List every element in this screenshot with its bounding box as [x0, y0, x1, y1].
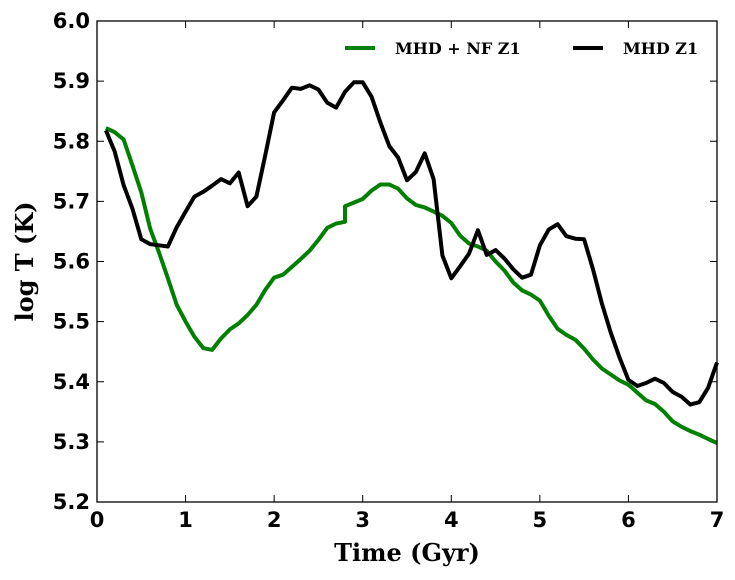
x-tick-label: 5	[533, 508, 548, 532]
x-tick-label: 4	[444, 508, 459, 532]
series-line-0	[105, 126, 718, 445]
legend: MHD + NF Z1 MHD Z1	[345, 39, 698, 58]
y-tick-label: 5.2	[53, 490, 90, 514]
y-tick-label: 5.6	[53, 250, 90, 274]
series-lines	[104, 80, 719, 445]
y-tick-label: 5.3	[53, 430, 90, 454]
series-line-1	[104, 80, 719, 407]
y-axis-label: log T (K)	[10, 201, 39, 321]
y-tick-label: 5.4	[53, 370, 90, 394]
plot-frame	[96, 20, 718, 503]
y-tick-label: 5.9	[53, 69, 90, 93]
x-tick-label: 1	[178, 508, 193, 532]
y-tick-label: 5.8	[53, 129, 90, 153]
y-tick-label: 6.0	[53, 9, 90, 33]
tick-marks	[96, 20, 718, 503]
y-tick-label: 5.5	[53, 310, 90, 334]
y-tick-label: 5.7	[53, 189, 90, 213]
x-tick-label: 3	[355, 508, 370, 532]
x-tick-label: 7	[710, 508, 725, 532]
legend-label-0: MHD + NF Z1	[395, 39, 521, 58]
legend-label-1: MHD Z1	[623, 39, 698, 58]
x-tick-label: 0	[90, 508, 105, 532]
x-axis-label: Time (Gyr)	[334, 538, 480, 567]
x-tick-label: 6	[621, 508, 636, 532]
x-tick-label: 2	[267, 508, 282, 532]
tick-labels: 0 1 2 3 4 5 6 7 5.2 5.3 5.4 5.5 5.6 5.7 5.8 5.9 6.0	[53, 9, 725, 532]
